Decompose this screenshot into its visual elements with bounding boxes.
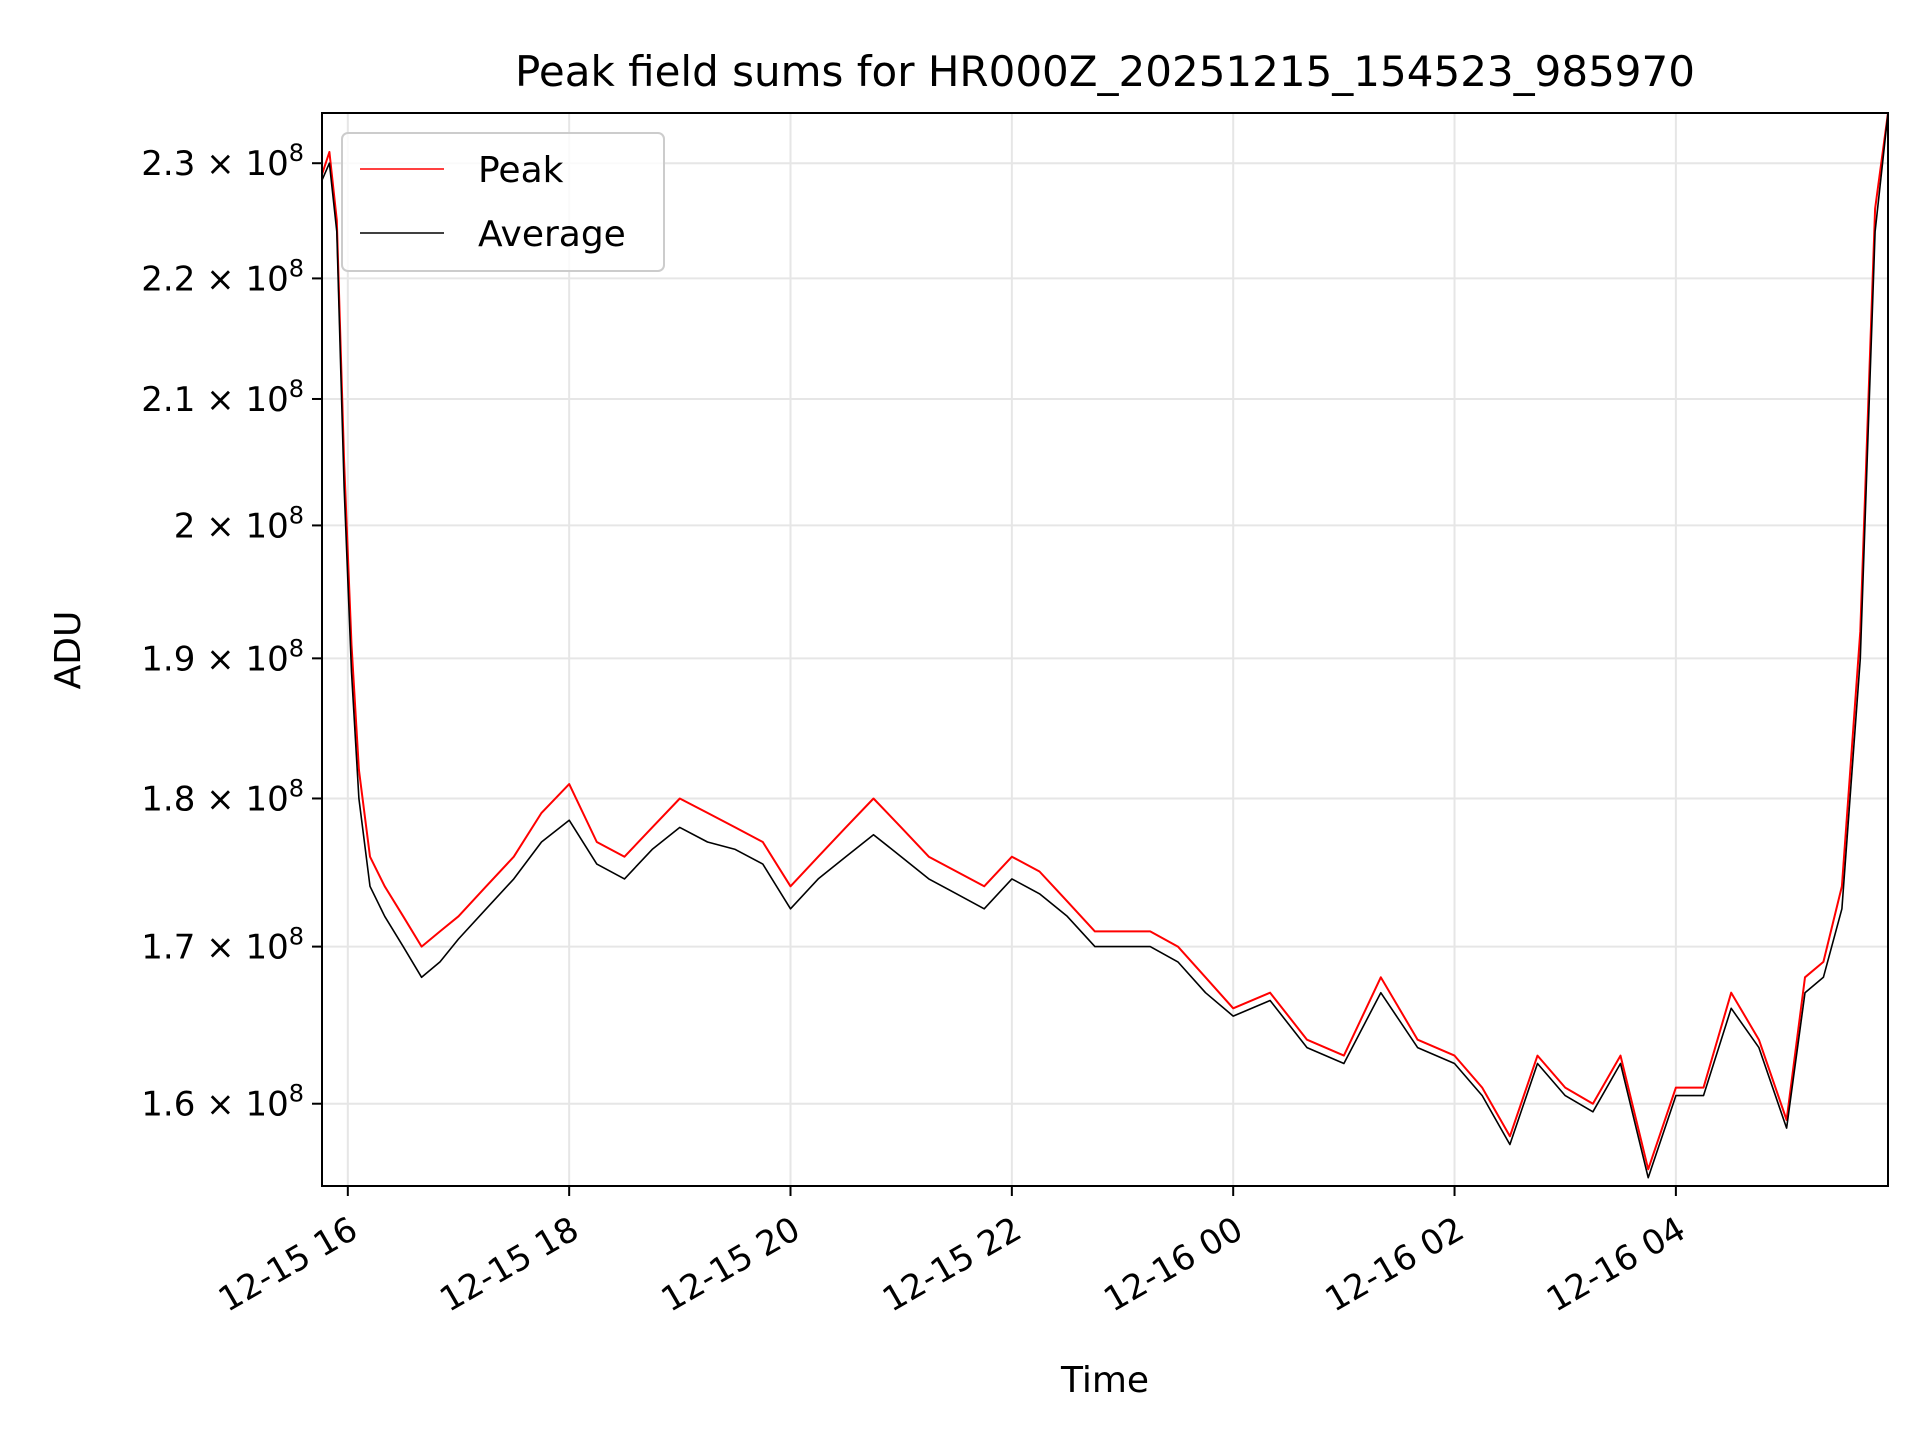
series-layer — [322, 113, 1888, 1179]
series-line-average — [322, 113, 1888, 1179]
y-tick-label: 2.1 × 108 — [141, 375, 304, 420]
y-axis: 1.6 × 108 1.7 × 108 1.8 × 108 1.9 × 108 2 × … — [141, 139, 322, 1125]
series-line-peak — [322, 113, 1888, 1171]
x-axis-label: Time — [1060, 1360, 1149, 1401]
legend: Peak Average — [341, 132, 665, 272]
y-tick-label: 2.3 × 108 — [141, 139, 304, 184]
y-tick-label: 2 × 108 — [174, 501, 304, 546]
legend-label-peak: Peak — [478, 150, 564, 191]
y-tick-label: 2.2 × 108 — [141, 254, 304, 299]
chart-title: Peak field sums for HR000Z_20251215_1545… — [515, 47, 1695, 96]
y-tick-label: 1.6 × 108 — [141, 1080, 304, 1125]
grid — [322, 113, 1888, 1186]
legend-box — [341, 132, 665, 272]
legend-label-average: Average — [478, 214, 626, 255]
y-tick-label: 1.8 × 108 — [141, 774, 304, 819]
plot-frame — [321, 112, 1889, 1187]
y-tick-label: 1.9 × 108 — [141, 634, 304, 679]
y-axis-label: ADU — [48, 611, 89, 690]
y-tick-label: 1.7 × 108 — [141, 923, 304, 968]
